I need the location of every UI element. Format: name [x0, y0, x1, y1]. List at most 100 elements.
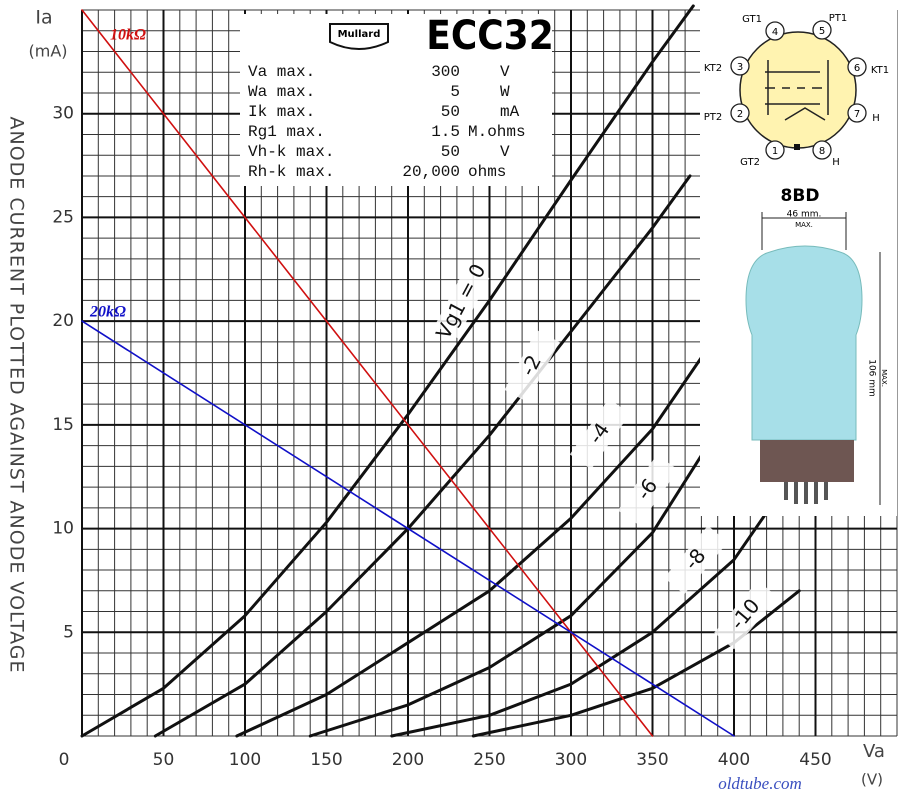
curve-label-group: -2: [504, 329, 560, 403]
spec-cell: ohms: [468, 163, 506, 181]
pin: [847, 103, 867, 123]
y-tick-label: 15: [52, 415, 74, 435]
x-tick-label: 200: [392, 750, 424, 770]
pin: [812, 140, 832, 160]
x-tick-label: 400: [718, 750, 750, 770]
spec-cell: W: [500, 83, 510, 101]
spec-cell: Rg1 max.: [248, 123, 325, 141]
width-label: 46 mm.: [787, 210, 822, 220]
curve-label-bg: [664, 525, 728, 595]
pin-label: KT2: [704, 63, 722, 74]
y-axis-title: ANODE CURRENT PLOTTED AGAINST ANODE VOLT…: [6, 116, 28, 673]
y-axis-unit: (mA): [28, 42, 67, 61]
spec-box: [240, 14, 552, 186]
curve-label-bg: [714, 580, 778, 650]
brand: Mullard: [338, 29, 381, 40]
width-note: MAX.: [795, 221, 813, 229]
pin: [765, 140, 785, 160]
pin: [765, 21, 785, 41]
chart-title: ECC32: [426, 13, 553, 59]
spec-cell: Ik max.: [248, 103, 315, 121]
curve-label-bg: [504, 329, 560, 403]
pin-number: 4: [772, 27, 778, 38]
pin: [730, 56, 750, 76]
pin-number: 6: [854, 63, 860, 74]
base-circle: [739, 31, 857, 149]
pin-number: 5: [819, 26, 825, 37]
pin-number: 7: [854, 109, 860, 120]
x-axis-unit: (V): [861, 771, 883, 789]
y-tick-label: 20: [52, 311, 74, 331]
x-tick-label: 350: [636, 750, 668, 770]
curve-label-bg: [434, 265, 490, 339]
pin: [730, 103, 750, 123]
pin-label: PT2: [704, 112, 723, 123]
y-axis-symbol: Ia: [35, 7, 52, 29]
spec-cell: V: [500, 63, 510, 81]
load-line-label: 20kΩ: [89, 304, 126, 321]
spec-table: Va max. 300 V Wa max. 5 W Ik max. 50 mA Rg1 max. 1…: [248, 63, 526, 181]
curve: [153, 174, 692, 738]
spec-cell: 5: [450, 83, 460, 101]
spec-cell: M.ohms: [468, 123, 526, 141]
base-code: 8BD: [781, 186, 820, 206]
y-tick-label: 5: [63, 622, 74, 642]
x-tick-label: 450: [799, 750, 831, 770]
x-tick-label: 0: [59, 750, 70, 770]
spec-cell: 50: [441, 103, 460, 121]
curve: [471, 589, 801, 738]
spec-cell: Rh-k max.: [248, 163, 334, 181]
load-line: [81, 320, 735, 737]
pin-label: H: [872, 113, 880, 124]
pin-label: H: [832, 157, 840, 168]
y-tick-label: 10: [52, 519, 74, 539]
logo-shape: [329, 23, 389, 50]
x-axis-symbol: Va: [863, 741, 885, 762]
spec-cell: V: [500, 143, 510, 161]
height-note: MAX.: [880, 369, 888, 387]
spec-cell: mA: [500, 103, 520, 121]
pin-label: PT1: [829, 13, 848, 24]
spec-cell: 50: [441, 143, 460, 161]
x-tick-label: 100: [229, 750, 261, 770]
x-tick-label: 300: [555, 750, 587, 770]
curve-label-group: -4: [569, 398, 631, 470]
spec-cell: Vh-k max.: [248, 143, 334, 161]
tube-pins: [784, 482, 828, 504]
curve: [235, 298, 742, 738]
pin-number: 1: [772, 146, 778, 157]
pin-label: KT1: [871, 65, 889, 76]
y-tick-label: 30: [52, 104, 74, 124]
tube-base: [760, 440, 854, 482]
y-tick-label: 25: [52, 207, 74, 227]
load-line-label: 10kΩ: [110, 27, 146, 44]
spec-cell: 20,000: [402, 163, 460, 181]
pin-label: GT1: [742, 14, 762, 25]
pin: [812, 20, 832, 40]
curve: [80, 4, 695, 738]
pin-number: 3: [737, 62, 743, 73]
spec-cell: 1.5: [431, 123, 460, 141]
curve: [308, 392, 742, 738]
pin-label: GT2: [740, 157, 760, 168]
electrode-sketch: [765, 60, 829, 121]
curve-label-group: -8: [664, 525, 728, 595]
x-tick-label: 150: [310, 750, 342, 770]
curve-label-bg: [569, 398, 631, 470]
bulb: [745, 245, 863, 441]
x-tick-label: 250: [473, 750, 505, 770]
pin-number: 8: [819, 146, 825, 157]
load-line: [81, 9, 654, 737]
curve-label-bg: [617, 454, 679, 526]
height-label: 106 mm: [867, 359, 877, 397]
x-tick-label: 50: [153, 750, 175, 770]
pin: [847, 57, 867, 77]
spec-cell: Wa max.: [248, 83, 315, 101]
pin-number: 2: [737, 109, 743, 120]
spec-cell: 300: [431, 63, 460, 81]
spec-cell: Va max.: [248, 63, 315, 81]
